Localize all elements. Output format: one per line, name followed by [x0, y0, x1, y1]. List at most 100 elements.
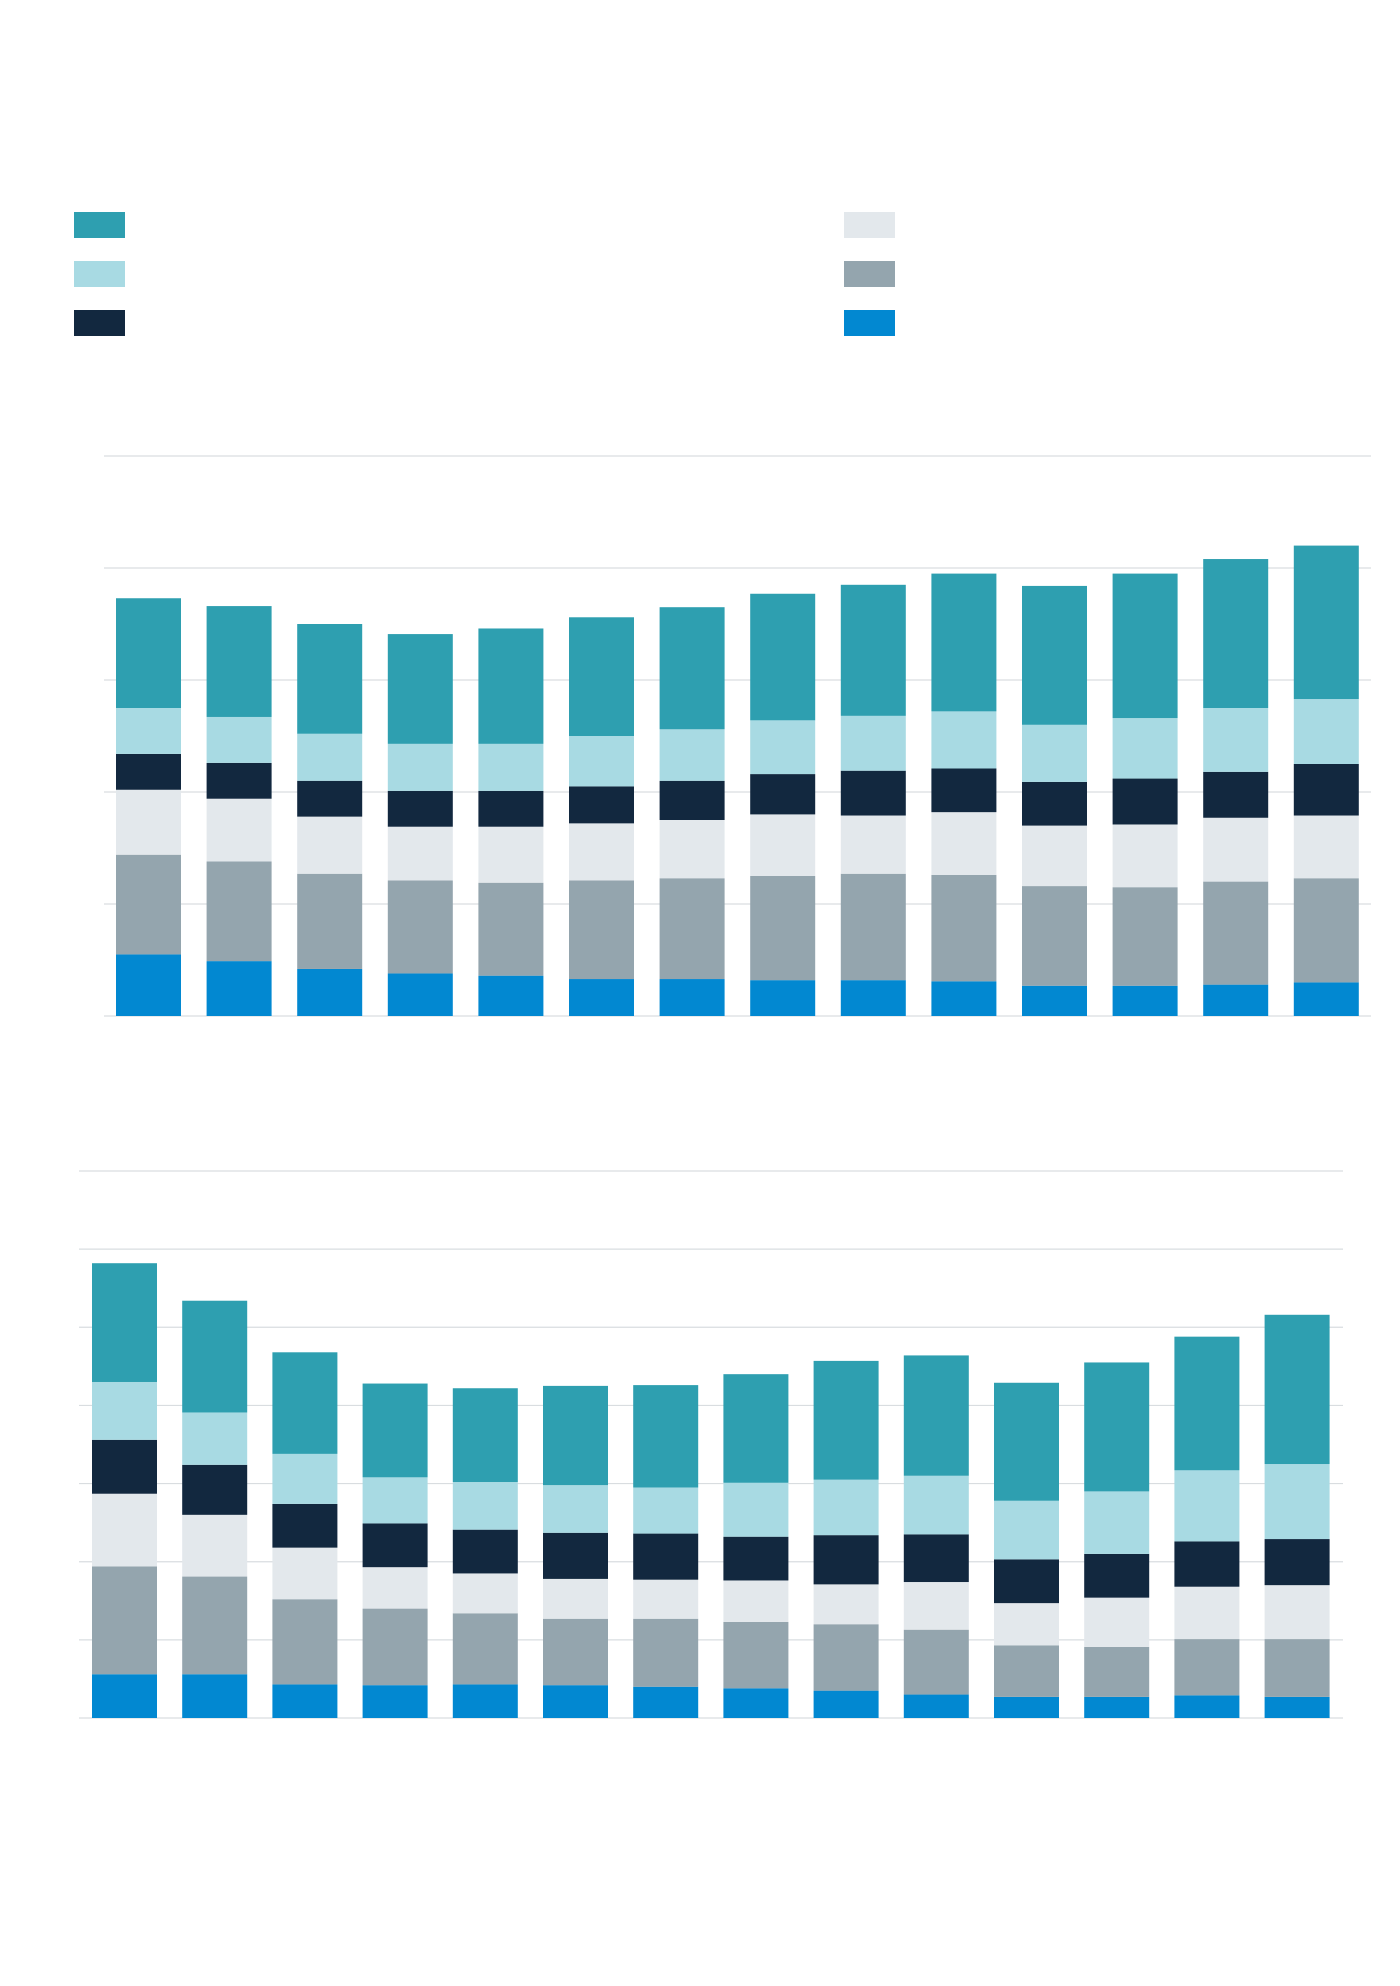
bar-segment [723, 1482, 789, 1537]
bar-segment [840, 584, 906, 716]
bar-segment [1293, 878, 1359, 983]
bar-segment [1084, 1553, 1150, 1598]
bar-segment [92, 1381, 157, 1440]
bar-segment [1293, 815, 1359, 879]
bar-segment [452, 1482, 518, 1530]
bar-segment [1022, 585, 1087, 725]
bar-segment [387, 634, 453, 744]
bar-segment [1084, 1696, 1150, 1718]
bar-segment [813, 1690, 879, 1718]
bar-segment [1084, 1646, 1150, 1697]
bar-segment [633, 1618, 699, 1687]
bar-segment [1174, 1695, 1240, 1718]
bar-segment [92, 1566, 157, 1675]
bar-segment [1264, 1639, 1330, 1697]
bar-segment [903, 1355, 969, 1476]
bar-segment [1264, 1539, 1330, 1586]
bar-segment [633, 1579, 699, 1619]
bar-segment [903, 1694, 969, 1718]
bar-segment [92, 1439, 157, 1494]
bar-segment [994, 1500, 1059, 1560]
bar-segment [931, 573, 997, 712]
bar-segment [750, 720, 816, 775]
bar-segment [1022, 985, 1087, 1016]
bar-segment [723, 1580, 789, 1622]
bar-segment [387, 743, 453, 791]
bar-segment [452, 1684, 518, 1718]
bar-segment [182, 1576, 248, 1675]
bar-segment [931, 874, 997, 982]
bar-segment [994, 1382, 1059, 1501]
bar-segment [1174, 1470, 1240, 1542]
bar-segment [182, 1412, 248, 1465]
bar-segment [116, 854, 181, 955]
bar-segment [931, 812, 997, 875]
bar-segment [452, 1529, 518, 1574]
bar-segment [1084, 1597, 1150, 1647]
bar-segment [1203, 881, 1269, 985]
bar-segment [723, 1374, 789, 1483]
bar-segment [750, 814, 816, 876]
bar-segment [813, 1360, 879, 1480]
legend-swatch [844, 261, 895, 287]
bar-segment [272, 1684, 338, 1718]
bar-segment [840, 770, 906, 816]
bar-segment [116, 598, 181, 708]
bar-segment [206, 716, 272, 763]
bar-segment [1112, 573, 1178, 719]
bar-segment [362, 1523, 428, 1568]
bar-segment [994, 1559, 1059, 1604]
bar-segment [633, 1686, 699, 1718]
bar-segment [478, 790, 544, 827]
bar-segment [813, 1535, 879, 1585]
bar-segment [569, 979, 634, 1016]
bar-segment [362, 1477, 428, 1524]
bar-segment [543, 1532, 608, 1579]
bar-segment [569, 823, 634, 881]
bar-segment [931, 981, 997, 1016]
bar-segment [1084, 1491, 1150, 1554]
bar-segment [1174, 1541, 1240, 1587]
bar-segment [362, 1383, 428, 1478]
legend-swatch [844, 212, 895, 238]
bar-segment [543, 1578, 608, 1619]
bar-segment [478, 975, 544, 1016]
bar-segment [569, 880, 634, 980]
bar-segment [452, 1573, 518, 1614]
bar-segment [297, 873, 363, 969]
legend-swatch [74, 212, 125, 238]
bar-segment [903, 1582, 969, 1630]
bar-segment [206, 762, 272, 799]
bar-segment [362, 1567, 428, 1609]
bar-segment [659, 979, 725, 1016]
bar-segment [543, 1485, 608, 1533]
bar-segment [1112, 985, 1178, 1016]
bar-segment [478, 882, 544, 976]
bar-segment [1293, 545, 1359, 700]
bar-segment [272, 1352, 338, 1454]
bar-segment [1264, 1314, 1330, 1465]
bar-segment [813, 1624, 879, 1691]
bar-segment [659, 820, 725, 879]
bar-segment [387, 880, 453, 974]
bar-segment [206, 798, 272, 862]
bar-segment [633, 1487, 699, 1534]
bar-segment [840, 980, 906, 1016]
bar-segment [903, 1475, 969, 1535]
bar-segment [272, 1599, 338, 1685]
bar-segment [182, 1464, 248, 1515]
bar-segment [813, 1584, 879, 1625]
bar-segment [813, 1479, 879, 1536]
bar-segment [182, 1300, 248, 1413]
bar-segment [116, 708, 181, 754]
bar-segment [1264, 1585, 1330, 1640]
bar-segment [297, 733, 363, 781]
bar-segment [1022, 781, 1087, 826]
bar-segment [569, 736, 634, 787]
bar-segment [297, 968, 363, 1016]
bar-segment [723, 1621, 789, 1689]
bar-segment [116, 789, 181, 855]
legend-swatch [74, 261, 125, 287]
bar-segment [569, 786, 634, 824]
bar-segment [297, 816, 363, 874]
